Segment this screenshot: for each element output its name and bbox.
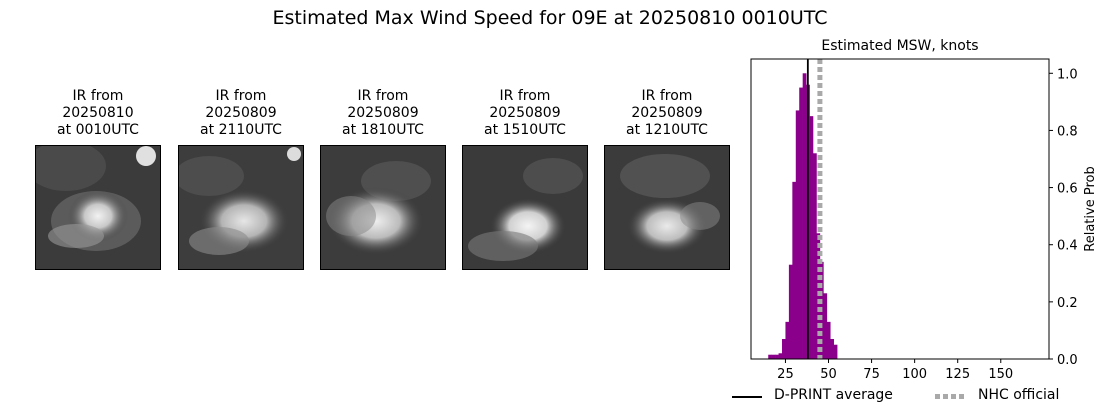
histogram-bar: [813, 153, 817, 359]
ir-satellite-image: [320, 145, 446, 270]
x-tick-label: 75: [863, 367, 880, 382]
legend-nhc-swatch: [935, 394, 965, 399]
x-axis-ticks: 25 50 75 100 125 150: [777, 359, 1013, 382]
ir-panel-title: IR from 20250809 at 1210UTC: [604, 88, 730, 139]
ir-satellite-image: [178, 145, 304, 270]
y-axis-label: Relative Prob: [1083, 166, 1098, 251]
ir-title-date: 20250809: [489, 105, 561, 121]
ir-title-time: at 1810UTC: [342, 122, 424, 138]
legend-nhc-label: NHC official: [978, 387, 1060, 403]
ir-title-date: 20250809: [631, 105, 703, 121]
y-tick-label: 0.4: [1057, 239, 1078, 254]
ir-panel-1: IR from 20250810 at 0010UTC: [35, 88, 161, 270]
histogram-bar: [778, 353, 783, 359]
ir-title-time: at 0010UTC: [57, 122, 139, 138]
ir-panel-4: IR from 20250809 at 1510UTC: [462, 88, 588, 270]
ir-title-date: 20250809: [347, 105, 419, 121]
x-tick-label: 150: [988, 367, 1013, 382]
histogram-bar: [830, 339, 834, 359]
y-tick-label: 0.8: [1057, 124, 1078, 139]
histogram-bars: [768, 73, 838, 360]
histogram-bar: [833, 344, 838, 359]
ir-panel-3: IR from 20250809 at 1810UTC: [320, 88, 446, 270]
histogram-bar: [802, 73, 807, 360]
ir-title-line1: IR from: [72, 88, 124, 104]
ir-title-time: at 1210UTC: [626, 122, 708, 138]
y-tick-label: 1.0: [1057, 67, 1078, 82]
ir-satellite-image: [604, 145, 730, 270]
histogram-bar: [771, 354, 776, 359]
ir-title-time: at 1510UTC: [484, 122, 566, 138]
ir-title-date: 20250809: [205, 105, 277, 121]
plot-frame: [750, 58, 1050, 360]
y-tick-label: 0.6: [1057, 182, 1078, 197]
ir-title-time: at 2110UTC: [200, 122, 282, 138]
histogram-bar: [826, 321, 831, 359]
ir-title-line1: IR from: [215, 88, 267, 104]
ir-panel-title: IR from 20250809 at 1810UTC: [320, 88, 446, 139]
legend-dprint-swatch: [732, 396, 762, 398]
x-tick-label: 100: [902, 367, 927, 382]
ir-panel-5: IR from 20250809 at 1210UTC: [604, 88, 730, 270]
histogram-bar: [795, 110, 800, 359]
legend-dprint-label: D-PRINT average: [774, 387, 893, 403]
histogram-bar: [799, 87, 803, 360]
ir-panel-2: IR from 20250809 at 2110UTC: [178, 88, 304, 270]
ir-satellite-image: [462, 145, 588, 270]
histogram-bar: [785, 321, 790, 359]
histogram-bar: [816, 233, 821, 359]
chart-title: Estimated MSW, knots: [821, 38, 978, 54]
figure-title: Estimated Max Wind Speed for 09E at 2025…: [272, 7, 828, 29]
x-tick-label: 25: [777, 367, 794, 382]
ir-panel-title: IR from 20250809 at 1510UTC: [462, 88, 588, 139]
histogram-bar: [823, 293, 828, 359]
histogram-bar: [775, 354, 779, 359]
histogram-bar: [809, 116, 814, 360]
y-tick-label: 0.0: [1057, 353, 1078, 368]
ir-panel-title: IR from 20250810 at 0010UTC: [35, 88, 161, 139]
histogram-bar: [788, 264, 793, 359]
ir-title-date: 20250810: [62, 105, 134, 121]
x-tick-label: 50: [820, 367, 837, 382]
y-tick-label: 0.2: [1057, 296, 1078, 311]
x-tick-label: 125: [945, 367, 970, 382]
y-axis-ticks: 0.0 0.2 0.4 0.6 0.8 1.0: [1049, 67, 1078, 368]
histogram-bar: [792, 181, 797, 359]
ir-title-line1: IR from: [357, 88, 409, 104]
ir-panel-title: IR from 20250809 at 2110UTC: [178, 88, 304, 139]
ir-satellite-image: [35, 145, 161, 270]
ir-title-line1: IR from: [499, 88, 551, 104]
ir-title-line1: IR from: [641, 88, 693, 104]
histogram-bar: [782, 339, 786, 359]
histogram-bar: [768, 354, 772, 359]
